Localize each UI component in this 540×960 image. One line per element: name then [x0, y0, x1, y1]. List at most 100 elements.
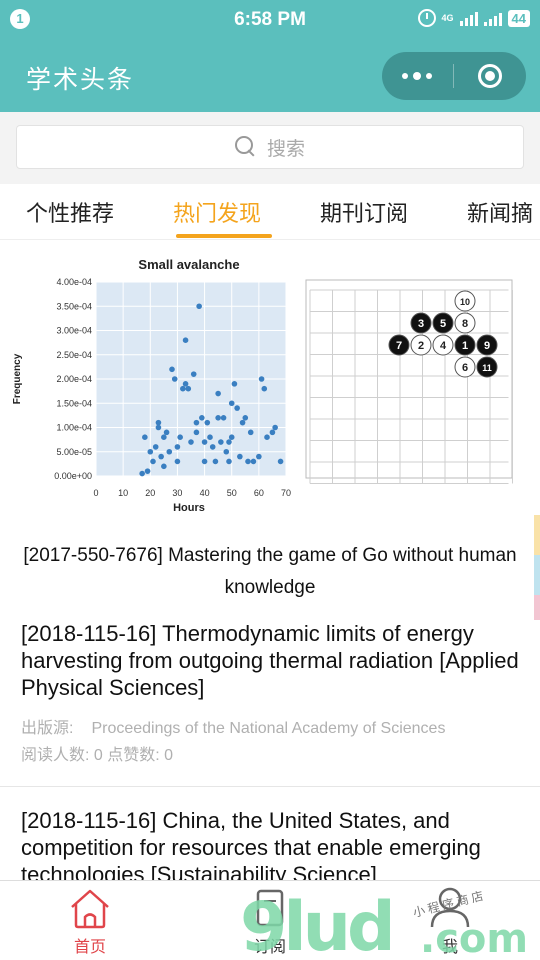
nav-home[interactable]: 首页	[30, 881, 150, 960]
data-point	[147, 448, 154, 455]
data-point	[237, 453, 243, 460]
search-icon	[234, 136, 257, 158]
close-button[interactable]	[478, 64, 502, 88]
mini-program-capsule	[382, 52, 526, 100]
signal-icon	[459, 10, 478, 26]
data-point	[139, 470, 145, 477]
search-placeholder: 搜索	[266, 138, 305, 160]
data-point	[250, 458, 257, 465]
data-point	[188, 439, 194, 445]
search-area: 搜索	[0, 112, 540, 184]
status-time: 6:58 PM	[234, 9, 306, 30]
y-tick-labels: 0.00e+00 5.00e-05 1.00e-04 1.50e-04 2.00e-04…	[54, 277, 92, 481]
y-axis-label: Frequency	[12, 353, 23, 404]
data-point	[212, 458, 219, 465]
source-value: Proceedings of the National Academy of S…	[91, 720, 446, 737]
data-point	[223, 448, 230, 455]
data-point	[174, 458, 181, 465]
source-label: 出版源:	[21, 720, 74, 737]
go-stone	[410, 334, 432, 356]
data-point	[269, 429, 276, 436]
go-stone-number: 3	[418, 318, 424, 330]
go-stones: 10 3 5 8 7 2 4 1 9 6 11	[388, 290, 498, 378]
data-point	[169, 366, 175, 373]
bottom-nav: 首页 订阅 我	[0, 880, 540, 960]
go-stone-number: 1	[462, 340, 468, 352]
more-button[interactable]	[382, 52, 452, 100]
go-stone	[454, 356, 476, 378]
nav-me-label: 我	[441, 939, 458, 956]
data-point	[264, 434, 270, 440]
go-board: 10 3 5 8 7 2 4 1 9 6 11	[305, 279, 513, 484]
tab-news[interactable]: 新闻摘	[467, 201, 534, 226]
nav-subscribe[interactable]: 订阅	[210, 881, 330, 960]
data-point	[234, 405, 240, 411]
data-point	[193, 429, 200, 436]
tab-journals[interactable]: 期刊订阅	[320, 201, 409, 226]
go-stone	[454, 290, 476, 312]
x-tick-label: 50	[227, 488, 237, 498]
data-point	[196, 303, 202, 310]
x-tick-label: 10	[118, 488, 128, 498]
featured-caption[interactable]: [2017-550-7676] Mastering the game of Go…	[0, 540, 540, 604]
data-point	[193, 419, 200, 426]
featured-caption-line1: [2017-550-7676] Mastering the game of Go…	[23, 545, 517, 566]
data-point	[204, 419, 211, 426]
data-point	[174, 444, 181, 450]
data-point	[247, 429, 254, 436]
y-tick-label: 1.50e-04	[56, 398, 92, 408]
go-stone-number: 4	[440, 340, 447, 352]
featured-image: Small avalanche 0.00e+00 5.00e-05 1.00e-04…	[12, 257, 513, 514]
list-item[interactable]: [2018-115-16] China, the United States, …	[0, 807, 540, 880]
featured-banner[interactable]: Small avalanche 0.00e+00 5.00e-05 1.00e-04…	[0, 240, 540, 610]
go-stone	[476, 334, 498, 356]
data-point	[155, 419, 162, 426]
watermark-domain: .com	[420, 916, 529, 960]
data-point	[228, 434, 235, 440]
data-point	[218, 439, 224, 445]
x-tick-label: 20	[145, 488, 155, 498]
go-stone	[476, 356, 498, 378]
data-point	[142, 434, 148, 440]
x-tick-label: 70	[281, 488, 291, 498]
wifi-signal-icon	[483, 10, 502, 26]
data-point	[161, 434, 167, 440]
data-point	[277, 458, 284, 465]
x-axis-label: Hours	[173, 502, 205, 514]
data-point	[261, 385, 268, 392]
tab-hot[interactable]: 热门发现	[173, 201, 262, 226]
data-point	[201, 439, 208, 445]
search-input[interactable]: 搜索	[16, 125, 524, 169]
nav-home-label: 首页	[73, 939, 106, 956]
app-header: 学术头条	[0, 40, 540, 112]
data-point	[190, 371, 197, 377]
data-point	[215, 415, 221, 421]
article-source: 出版源: Proceedings of the National Academy …	[21, 714, 445, 738]
data-point	[144, 468, 151, 474]
y-tick-label: 2.50e-04	[56, 350, 92, 360]
go-stone-number: 2	[418, 340, 424, 352]
data-point	[226, 458, 232, 465]
data-point	[231, 381, 238, 387]
go-board-frame	[305, 279, 513, 479]
go-stone-number: 11	[482, 363, 492, 373]
data-point	[182, 337, 189, 343]
data-point	[152, 444, 159, 450]
data-point	[228, 400, 235, 407]
capsule-divider	[453, 64, 454, 88]
list-item[interactable]: [2018-115-16] Thermodynamic limits of en…	[0, 620, 540, 785]
data-point	[256, 453, 262, 460]
data-point	[220, 415, 227, 421]
data-point	[171, 376, 178, 382]
network-label: 4G	[441, 12, 454, 23]
data-point	[242, 415, 249, 421]
side-accent-stripes	[534, 515, 540, 635]
go-stone	[388, 334, 410, 356]
nav-subscribe-label: 订阅	[253, 939, 286, 956]
tab-personal[interactable]: 个性推荐	[26, 201, 115, 226]
nav-me[interactable]: 我	[390, 881, 510, 960]
y-tick-label: 5.00e-05	[56, 447, 92, 457]
data-point	[245, 458, 251, 465]
x-tick-label: 40	[200, 488, 210, 498]
y-tick-label: 0.00e+00	[54, 471, 92, 481]
